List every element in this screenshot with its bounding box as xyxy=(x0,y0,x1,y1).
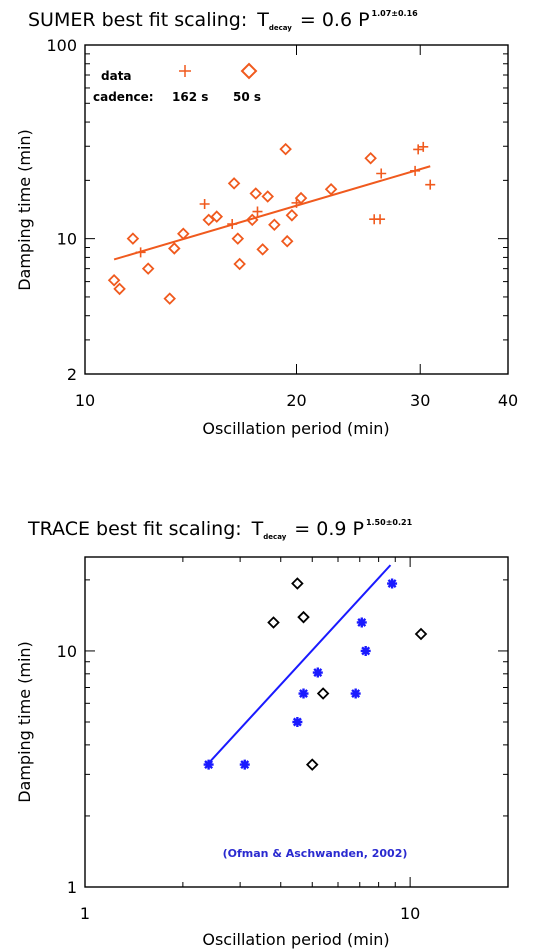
trace-title-sup: 1.50±0.21 xyxy=(366,518,413,527)
asterisk-data-point xyxy=(357,617,367,627)
diamond-data-point xyxy=(366,153,376,163)
legend-cadence-label: cadence: xyxy=(93,90,154,104)
legend-diamond-marker xyxy=(242,64,256,78)
fit-line xyxy=(114,166,430,259)
diamond-data-point xyxy=(318,689,328,699)
sumer-title-prefix: SUMER best fit scaling: xyxy=(28,9,247,31)
diamond-data-point xyxy=(282,236,292,246)
trace-x-axis-label: Oscillation period (min) xyxy=(202,930,389,949)
diamond-data-point xyxy=(235,259,245,269)
trace-tick-labels: 1 10 1 10 xyxy=(57,642,421,923)
y-tick-label: 10 xyxy=(57,230,77,249)
plus-data-point xyxy=(375,214,385,224)
sumer-chart: SUMER best fit scaling: Tdecay = 0.6 P 1.07… xyxy=(15,9,518,438)
diamond-data-point xyxy=(263,192,273,202)
asterisk-data-point xyxy=(351,689,361,699)
trace-title: TRACE best fit scaling: Tdecay = 0.9 P 1.50… xyxy=(27,518,413,541)
plus-data-point xyxy=(376,168,386,178)
diamond-data-point xyxy=(269,617,279,627)
asterisk-data-point xyxy=(299,689,309,699)
plus-data-point xyxy=(410,166,420,176)
plus-data-point xyxy=(227,219,237,229)
plus-data-point xyxy=(418,142,428,152)
plus-data-point xyxy=(200,199,210,209)
asterisk-data-point xyxy=(313,668,323,678)
diamond-data-point xyxy=(292,579,302,589)
diamond-data-point xyxy=(307,760,317,770)
x-tick-label: 30 xyxy=(410,391,430,410)
sumer-title-t: T xyxy=(256,9,269,31)
legend-162s-label: 162 s xyxy=(172,90,208,104)
diamond-data-point xyxy=(269,220,279,230)
legend-data-label: data xyxy=(101,69,132,83)
y-tick-label: 10 xyxy=(57,642,77,661)
diamond-data-point xyxy=(128,234,138,244)
trace-chart: TRACE best fit scaling: Tdecay = 0.9 P 1.50… xyxy=(15,518,508,949)
asterisk-data-point xyxy=(204,760,214,770)
diamond-data-point xyxy=(251,189,261,199)
diamond-data-point xyxy=(109,275,119,285)
trace-title-sub: decay xyxy=(263,533,286,541)
plus-data-point xyxy=(136,247,146,257)
diamond-data-point xyxy=(326,184,336,194)
diamond-data-point xyxy=(229,178,239,188)
diamond-data-point xyxy=(299,612,309,622)
plus-data-point xyxy=(425,180,435,190)
legend-plus-marker xyxy=(179,65,191,77)
diamond-data-point xyxy=(169,243,179,253)
asterisk-data-point xyxy=(387,579,397,589)
diamond-data-point xyxy=(281,144,291,154)
sumer-fit-line xyxy=(114,166,430,259)
diamond-data-point xyxy=(233,234,243,244)
trace-points xyxy=(204,579,426,770)
asterisk-data-point xyxy=(240,760,250,770)
diamond-data-point xyxy=(115,284,125,294)
y-tick-label: 100 xyxy=(46,36,77,55)
trace-title-prefix: TRACE best fit scaling: xyxy=(27,518,242,540)
sumer-title: SUMER best fit scaling: Tdecay = 0.6 P 1.07… xyxy=(28,9,418,32)
y-tick-label: 1 xyxy=(67,878,77,897)
sumer-x-axis-label: Oscillation period (min) xyxy=(202,419,389,438)
diamond-data-point xyxy=(287,210,297,220)
asterisk-data-point xyxy=(292,717,302,727)
diamond-data-point xyxy=(165,294,175,304)
sumer-legend: data cadence: 162 s 50 s xyxy=(93,64,261,104)
diamond-data-point xyxy=(258,244,268,254)
x-tick-label: 40 xyxy=(498,391,518,410)
diamond-data-point xyxy=(416,629,426,639)
trace-y-axis-label: Damping time (min) xyxy=(15,641,34,803)
y-tick-label: 2 xyxy=(67,365,77,384)
x-tick-label: 10 xyxy=(400,904,420,923)
sumer-y-axis-label: Damping time (min) xyxy=(15,129,34,291)
asterisk-data-point xyxy=(361,646,371,656)
diamond-data-point xyxy=(296,193,306,203)
trace-title-expr: = 0.9 P xyxy=(294,518,364,540)
diamond-data-point xyxy=(143,264,153,274)
sumer-title-sup: 1.07±0.16 xyxy=(372,9,419,18)
sumer-points xyxy=(109,142,435,304)
plus-data-point xyxy=(252,207,262,217)
plus-data-point xyxy=(413,144,423,154)
fit-line xyxy=(209,565,391,763)
x-tick-label: 10 xyxy=(75,391,95,410)
trace-fit-line xyxy=(209,565,391,763)
trace-title-t: T xyxy=(251,518,264,540)
sumer-title-sub: decay xyxy=(269,24,292,32)
sumer-title-expr: = 0.6 P xyxy=(300,9,370,31)
trace-annotation: (Ofman & Aschwanden, 2002) xyxy=(223,847,408,860)
x-tick-label: 1 xyxy=(80,904,90,923)
x-tick-label: 20 xyxy=(286,391,306,410)
legend-50s-label: 50 s xyxy=(233,90,261,104)
